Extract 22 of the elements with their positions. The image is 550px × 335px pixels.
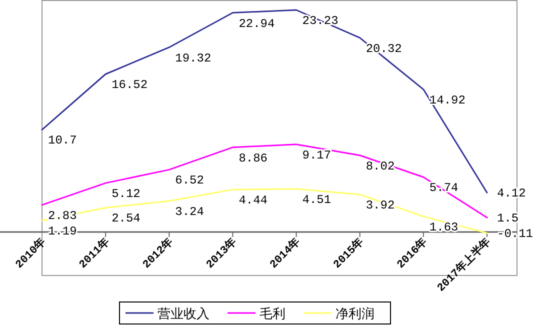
data-label: 22.94: [238, 16, 275, 31]
data-label: 4.12: [497, 186, 526, 201]
data-label: -0.11: [497, 227, 534, 242]
legend-label: 净利润: [336, 307, 374, 322]
data-label: 10.7: [48, 134, 77, 148]
data-label: 4.51: [302, 192, 332, 207]
legend-label: 毛利: [260, 307, 286, 322]
data-label: 5.12: [112, 187, 140, 202]
data-label: 8.02: [366, 159, 395, 174]
data-label: 9.17: [302, 148, 332, 162]
data-label: 19.32: [175, 51, 212, 66]
data-label: 4.44: [238, 194, 268, 208]
data-label: 1.63: [429, 220, 458, 234]
data-label: 8.86: [238, 151, 268, 166]
data-label: 3.24: [175, 205, 204, 220]
data-label: 14.92: [429, 93, 466, 108]
legend-label: 营业收入: [158, 307, 210, 322]
data-label: 16.52: [112, 78, 148, 92]
data-label: 3.92: [366, 198, 395, 213]
data-label: 1.5: [497, 212, 519, 226]
data-label: 2.54: [112, 212, 140, 226]
data-label: 6.52: [175, 174, 204, 188]
